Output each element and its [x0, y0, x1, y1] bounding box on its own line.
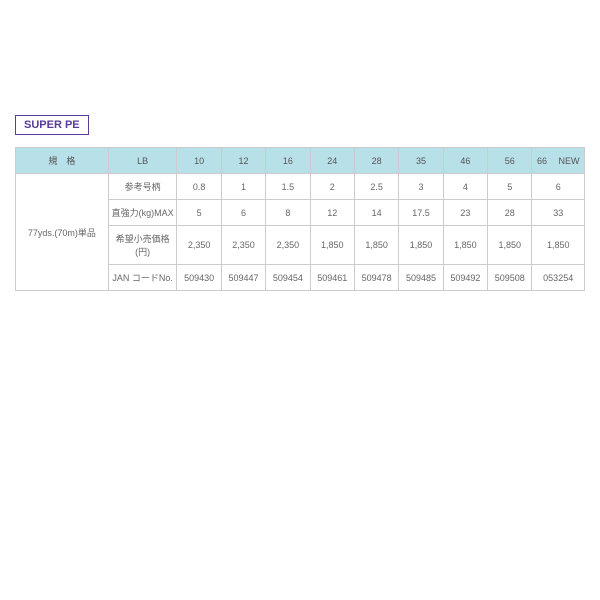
table-row: 77yds.(70m)単品 参考号柄 0.8 1 1.5 2 2.5 3 4 5…	[16, 174, 585, 200]
cell: 1	[221, 174, 265, 200]
cell: 1,850	[399, 226, 443, 265]
cell: 509478	[354, 265, 398, 291]
cell: 3	[399, 174, 443, 200]
header-col: 10	[177, 148, 221, 174]
cell: 6	[221, 200, 265, 226]
header-col: 35	[399, 148, 443, 174]
spec-label-cell: 77yds.(70m)単品	[16, 174, 109, 291]
cell: 14	[354, 200, 398, 226]
cell: 1,850	[532, 226, 585, 265]
row-label: JAN コードNo.	[108, 265, 177, 291]
header-col: 56	[488, 148, 532, 174]
cell: 4	[443, 174, 487, 200]
header-col: 66 NEW	[532, 148, 585, 174]
row-label: 直強力(kg)MAX	[108, 200, 177, 226]
cell: 1,850	[488, 226, 532, 265]
cell: 28	[488, 200, 532, 226]
table-header-row: 規 格 LB 10 12 16 24 28 35 46 56 66 NEW	[16, 148, 585, 174]
header-col: 16	[266, 148, 310, 174]
product-badge: SUPER PE	[15, 115, 89, 135]
cell: 1,850	[443, 226, 487, 265]
cell: 509447	[221, 265, 265, 291]
cell: 6	[532, 174, 585, 200]
header-spec: 規 格	[16, 148, 109, 174]
cell: 053254	[532, 265, 585, 291]
cell: 509508	[488, 265, 532, 291]
cell: 509492	[443, 265, 487, 291]
cell: 2.5	[354, 174, 398, 200]
cell: 2,350	[266, 226, 310, 265]
cell: 509461	[310, 265, 354, 291]
cell: 17.5	[399, 200, 443, 226]
cell: 0.8	[177, 174, 221, 200]
cell: 1.5	[266, 174, 310, 200]
cell: 509454	[266, 265, 310, 291]
header-col: 28	[354, 148, 398, 174]
header-lb: LB	[108, 148, 177, 174]
row-label: 参考号柄	[108, 174, 177, 200]
cell: 5	[177, 200, 221, 226]
cell: 2,350	[221, 226, 265, 265]
header-col: 12	[221, 148, 265, 174]
cell: 8	[266, 200, 310, 226]
cell: 1,850	[354, 226, 398, 265]
spec-table: 規 格 LB 10 12 16 24 28 35 46 56 66 NEW 77…	[15, 147, 585, 291]
cell: 5	[488, 174, 532, 200]
cell: 509430	[177, 265, 221, 291]
header-col: 46	[443, 148, 487, 174]
cell: 12	[310, 200, 354, 226]
cell: 1,850	[310, 226, 354, 265]
cell: 2,350	[177, 226, 221, 265]
cell: 33	[532, 200, 585, 226]
cell: 509485	[399, 265, 443, 291]
cell: 23	[443, 200, 487, 226]
header-col: 24	[310, 148, 354, 174]
cell: 2	[310, 174, 354, 200]
row-label: 希望小売価格(円)	[108, 226, 177, 265]
